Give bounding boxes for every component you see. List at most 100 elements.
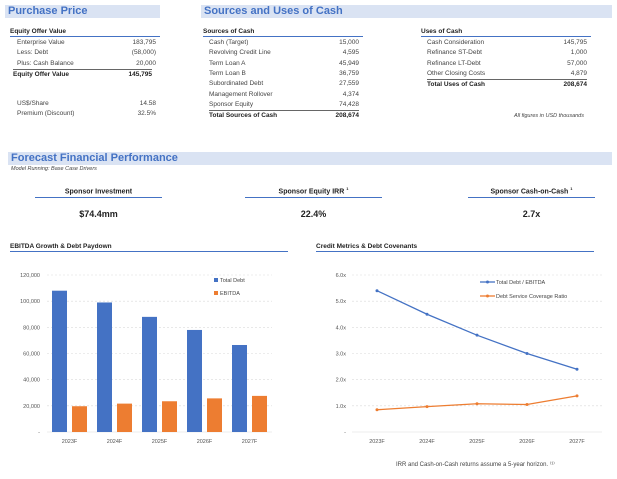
- row-value: 145,795: [128, 70, 153, 78]
- kpi-value: $74.4mm: [79, 209, 118, 219]
- bar-total-debt: [142, 316, 157, 432]
- table-row: Management Rollover 4,374: [209, 90, 359, 100]
- sources-subheader: Sources of Cash: [203, 28, 363, 37]
- data-point: [375, 408, 379, 412]
- equity-offer-subheader: Equity Offer Value: [10, 28, 160, 37]
- y-tick-label: -: [344, 430, 346, 436]
- footnote-marker: 1: [570, 186, 573, 191]
- row-label: Management Rollover: [209, 90, 273, 98]
- kpi-label: Sponsor Cash-on-Cash 1: [468, 186, 595, 199]
- row-value: 36,759: [339, 69, 359, 77]
- table-row: Subordinated Debt 27,559: [209, 79, 359, 89]
- x-tick-label: 2023F: [369, 439, 385, 445]
- table-row: Revolving Credit Line 4,595: [209, 48, 359, 58]
- kpi-value: 22.4%: [300, 209, 327, 219]
- x-tick-label: 2026F: [197, 439, 213, 445]
- row-value: 145,795: [563, 39, 588, 46]
- purchase-price-header: Purchase Price: [5, 5, 160, 18]
- forecast-header: Forecast Financial Performance: [8, 152, 612, 165]
- bar-ebitda: [252, 395, 267, 432]
- row-label: Refinance ST-Debt: [427, 49, 482, 57]
- y-tick-label: 3.0x: [336, 352, 347, 358]
- uses-subheader: Uses of Cash: [421, 28, 591, 37]
- table-row: Sponsor Equity 74,428: [209, 100, 359, 110]
- bar-chart: - 20,000 40,000 60,000 80,000 100,000 120,000 2…: [20, 273, 272, 445]
- footnote-marker: 1: [346, 186, 349, 191]
- legend-swatch: [214, 291, 218, 295]
- row-value: 15,000: [339, 39, 359, 46]
- legend-label: Debt Service Coverage Ratio: [496, 294, 567, 300]
- row-label: Total Sources of Cash: [209, 112, 278, 120]
- sources-uses-header: Sources and Uses of Cash: [201, 5, 612, 18]
- row-value: 4,374: [342, 90, 359, 98]
- table-row: Refinance LT-Debt 57,000: [427, 59, 587, 69]
- data-point: [475, 333, 479, 337]
- kpi-label-text: Sponsor Cash-on-Cash: [490, 188, 569, 196]
- x-tick-label: 2026F: [519, 439, 535, 445]
- row-label: Other Closing Costs: [427, 69, 486, 77]
- data-point: [425, 312, 429, 316]
- row-label: Less: Debt: [17, 49, 49, 57]
- kpi-label: Sponsor Investment: [35, 186, 162, 199]
- table-row: Premium (Discount) 32.5%: [17, 109, 156, 119]
- table-row: Term Loan A 45,949: [209, 59, 359, 69]
- y-tick-label: 80,000: [23, 325, 40, 331]
- row-label: US$/Share: [17, 100, 49, 107]
- y-tick-label: 40,000: [23, 378, 40, 384]
- bar-total-debt: [52, 290, 67, 432]
- row-value: 20,000: [136, 59, 156, 67]
- row-label: Term Loan B: [209, 69, 246, 77]
- y-tick-label: 60,000: [23, 352, 40, 358]
- row-value: 183,795: [132, 39, 157, 46]
- y-tick-label: 120,000: [20, 273, 40, 279]
- row-label: Enterprise Value: [17, 39, 65, 46]
- units-note: All figures in USD thousands: [513, 113, 584, 119]
- table-row: Plus: Cash Balance 20,000: [17, 59, 156, 69]
- x-tick-label: 2024F: [419, 439, 435, 445]
- bar-ebitda: [162, 401, 177, 432]
- row-label: Subordinated Debt: [209, 80, 264, 88]
- data-point: [575, 394, 579, 398]
- bar-total-debt: [232, 344, 247, 432]
- legend-marker: [486, 280, 489, 284]
- row-value: 208,674: [335, 112, 360, 120]
- row-label: Equity Offer Value: [13, 70, 69, 78]
- row-value: 4,595: [342, 49, 359, 57]
- table-row: Less: Debt (58,000): [17, 48, 156, 58]
- y-tick-label: 100,000: [20, 299, 40, 305]
- data-point: [425, 405, 429, 409]
- kpi-label-text: Sponsor Investment: [64, 188, 133, 196]
- table-row: US$/Share 14.58: [17, 99, 156, 109]
- x-tick-label: 2027F: [242, 439, 258, 445]
- y-tick-label: 5.0x: [336, 299, 347, 305]
- table-row: Total Sources of Cash 208,674: [209, 110, 359, 120]
- data-point: [575, 367, 579, 371]
- data-point: [525, 403, 529, 407]
- row-value: 32.5%: [137, 110, 156, 118]
- row-value: 74,428: [339, 100, 359, 108]
- x-tick-label: 2023F: [62, 439, 78, 445]
- row-label: Term Loan A: [209, 59, 246, 67]
- bar-ebitda: [72, 406, 87, 432]
- table-row: Total Uses of Cash 208,674: [427, 79, 587, 89]
- legend-marker: [486, 294, 489, 298]
- table-row: Cash Consideration 145,795: [427, 38, 587, 48]
- row-value: 45,949: [339, 59, 359, 67]
- y-tick-label: 2.0x: [336, 378, 347, 384]
- bar-ebitda: [207, 398, 222, 432]
- line-chart-title: Credit Metrics & Debt Covenants: [316, 243, 594, 252]
- data-point: [375, 289, 379, 293]
- y-tick-label: 1.0x: [336, 404, 347, 410]
- row-value: 1,000: [570, 49, 587, 57]
- y-tick-label: 20,000: [23, 404, 40, 410]
- kpi-label-text: Sponsor Equity IRR: [278, 188, 345, 196]
- row-label: Premium (Discount): [17, 110, 75, 118]
- row-value: 57,000: [567, 59, 587, 67]
- y-tick-label: 4.0x: [336, 325, 347, 331]
- bar-chart-title: EBITDA Growth & Debt Paydown: [10, 243, 288, 252]
- row-label: Cash (Target): [209, 39, 249, 46]
- legend-label: Total Debt / EBITDA: [496, 280, 546, 286]
- data-point: [525, 352, 529, 355]
- data-point: [475, 402, 479, 406]
- legend-label: Total Debt: [220, 278, 245, 284]
